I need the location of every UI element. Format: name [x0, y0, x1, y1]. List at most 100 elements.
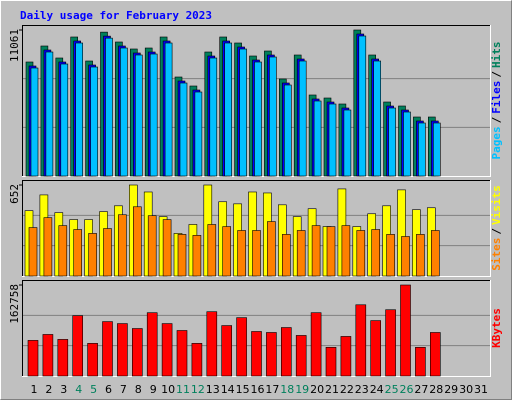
bar [355, 304, 367, 377]
bar [191, 343, 203, 377]
bar [221, 325, 232, 377]
x-tick-label: 28 [429, 383, 443, 396]
bar [403, 111, 411, 177]
x-tick-label: 23 [355, 383, 369, 396]
bar [27, 340, 39, 377]
panel-edge-light [22, 25, 491, 177]
bar [224, 42, 232, 177]
bar [280, 327, 292, 377]
bar [356, 230, 366, 277]
bar [252, 230, 261, 277]
x-tick-label: 26 [400, 383, 414, 396]
bar [87, 343, 98, 377]
x-tick-label: 17 [265, 383, 279, 396]
bar [370, 320, 382, 377]
bar [237, 230, 246, 277]
chart-title: Daily usage for February 2023 [20, 9, 212, 22]
bar [75, 42, 83, 177]
bar [149, 53, 158, 177]
bar [325, 347, 337, 377]
bar [162, 219, 172, 277]
bar [43, 217, 53, 277]
y-tick-label: 162758 [8, 284, 21, 324]
bar [429, 332, 441, 377]
legend-separator: / [490, 71, 503, 78]
legend-separator: / [490, 116, 503, 123]
x-tick-label: 2 [45, 383, 52, 396]
x-tick-label: 4 [75, 383, 82, 396]
x-tick-label: 24 [370, 383, 384, 396]
bar [385, 309, 396, 377]
bar [251, 331, 262, 377]
bar [72, 315, 83, 377]
x-tick-label: 22 [340, 383, 354, 396]
bar [57, 339, 69, 377]
bar [147, 215, 157, 277]
bar [326, 226, 336, 277]
bar [42, 334, 54, 377]
bar [343, 109, 352, 177]
bar [358, 35, 367, 177]
bar [117, 323, 128, 377]
x-tick-label: 19 [295, 383, 309, 396]
x-tick-label: 27 [414, 383, 428, 396]
bar [313, 100, 322, 177]
x-tick-label: 12 [191, 383, 205, 396]
x-tick-label: 15 [236, 383, 250, 396]
bar [146, 312, 158, 377]
legend: Sites / Visits [490, 185, 503, 271]
bar [416, 234, 425, 277]
bar [194, 91, 203, 177]
bar [418, 122, 426, 177]
bar [28, 227, 38, 277]
legend-entry: Sites [490, 238, 503, 271]
bar [120, 47, 128, 177]
bar [298, 60, 307, 177]
bar [388, 107, 396, 177]
bar [192, 235, 202, 277]
bar [135, 54, 143, 177]
bar [266, 332, 277, 377]
bar [132, 328, 143, 377]
x-tick-label: 13 [206, 383, 220, 396]
bar [267, 221, 276, 277]
bar [58, 225, 68, 277]
bar [60, 63, 69, 177]
x-tick-label: 6 [105, 383, 112, 396]
bar [296, 230, 306, 277]
bar [254, 61, 262, 177]
bar [88, 233, 97, 277]
bar [73, 229, 82, 277]
bar [209, 57, 218, 177]
x-tick-label: 16 [251, 383, 265, 396]
bar [207, 224, 217, 277]
x-tick-label: 8 [135, 383, 142, 396]
x-tick-label: 11 [176, 383, 190, 396]
legend: Pages / Files / Hits [490, 42, 503, 160]
bar [432, 122, 441, 177]
panel-edge-light [22, 180, 491, 277]
x-tick-label: 1 [31, 383, 38, 396]
bar [90, 66, 98, 177]
y-tick-label: 652 [8, 184, 21, 204]
legend: KBytes [490, 308, 503, 348]
bar [30, 67, 39, 177]
bar [164, 42, 173, 177]
x-tick-label: 5 [90, 383, 97, 396]
bar [222, 226, 231, 277]
legend-separator: / [490, 228, 503, 235]
bar [176, 330, 188, 377]
bar [340, 336, 352, 377]
bar [310, 312, 322, 377]
x-tick-label: 10 [161, 383, 175, 396]
x-tick-label: 9 [150, 383, 157, 396]
bar [103, 228, 112, 277]
x-tick-label: 14 [221, 383, 235, 396]
panel-edge-dark [22, 280, 490, 376]
bar [281, 234, 291, 277]
bar [105, 37, 113, 177]
bar [161, 323, 173, 377]
bar [133, 206, 142, 277]
